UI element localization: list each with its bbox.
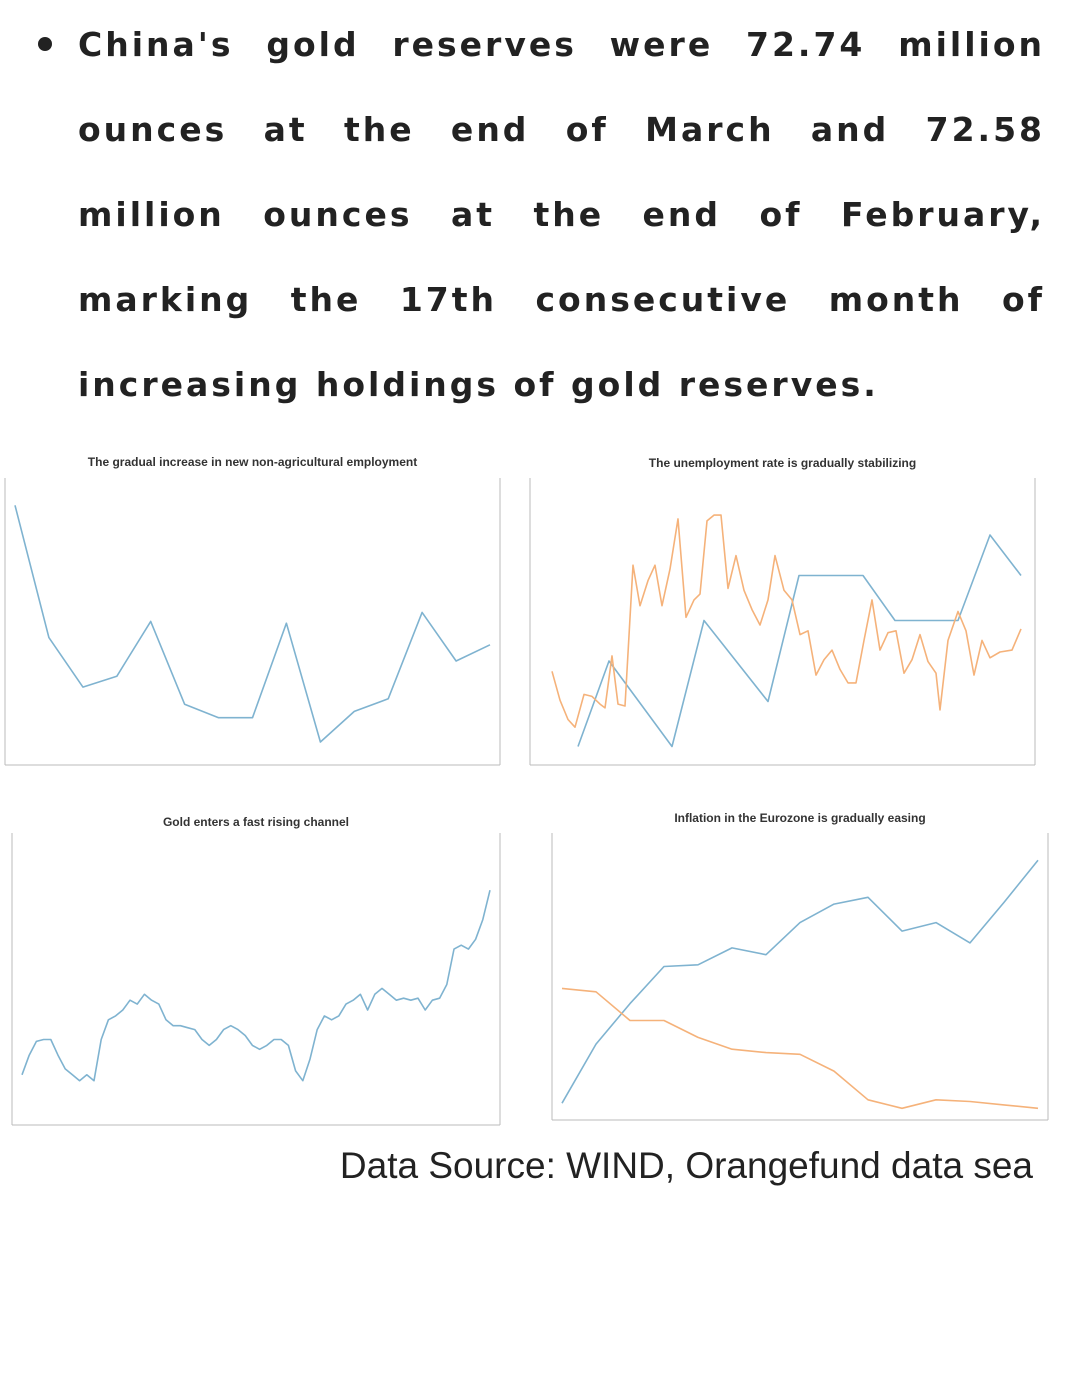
data-line [14,505,491,743]
data-line [561,987,1039,1110]
chart-title: The gradual increase in new non-agricult… [88,455,417,469]
chart-title: Inflation in the Eurozone is gradually e… [674,811,925,825]
data-line [551,514,1022,728]
chart-title: Gold enters a fast rising channel [163,815,349,829]
data-line [577,534,1022,748]
source: Data Source: WIND, Orangefund data sea [339,1145,1033,1186]
data-line [561,859,1039,1104]
paragraph: China's gold reserves were 72.74 million… [78,25,1045,404]
data-line [21,890,491,1082]
bullet-dot [38,37,52,51]
chart-title: The unemployment rate is gradually stabi… [649,456,916,470]
